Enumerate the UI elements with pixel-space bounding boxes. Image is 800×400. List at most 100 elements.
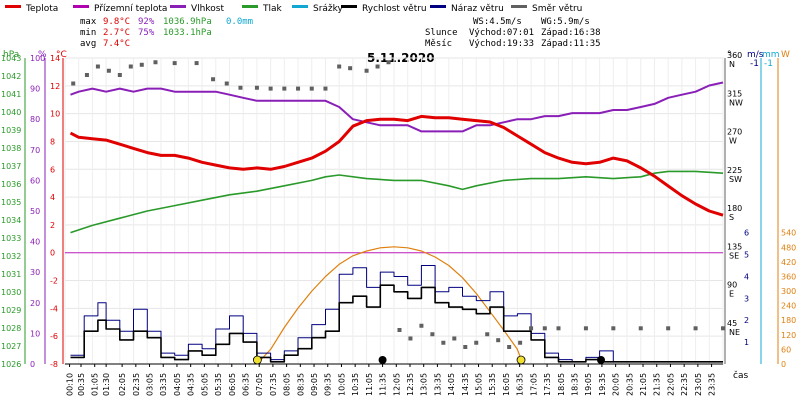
wind-dir-point (408, 336, 413, 341)
hpa-tick-label: 1042 (1, 72, 21, 81)
time-tick-label: 18:05 (557, 373, 566, 396)
dir-tick-label: 180 (727, 204, 742, 213)
stats-rain-total: 0.0mm (226, 17, 253, 27)
temp-tick-label: 12 (50, 82, 60, 91)
series-line-vlhkost (70, 81, 724, 133)
axes: 1043104210411040103910381037103610351034… (1, 51, 796, 396)
legend-label-6: Náraz větru (451, 4, 504, 14)
legend: Teplota Přízemní teplota Vlhkost Tlak Srážky… (5, 4, 582, 14)
wind-dir-point (638, 326, 643, 331)
dir-tick-label: 225 (727, 166, 742, 175)
time-tick-label: 11:05 (365, 373, 374, 396)
wind-dir-point (419, 323, 424, 328)
wind-dir-point (397, 328, 402, 332)
wind-dir-point (485, 332, 490, 337)
legend-label-1: Přízemní teplota (94, 4, 167, 14)
time-tick-label: 13:35 (433, 373, 442, 396)
dir-cardinal-label: E (729, 290, 734, 299)
wind-dir-point (309, 86, 314, 91)
pct-tick-label: 50 (30, 207, 40, 216)
time-tick-label: 06:05 (228, 373, 237, 396)
solar-tick-label: 300 (781, 287, 796, 296)
temp-tick-label: 0 (50, 249, 55, 258)
wind-dir-point (430, 332, 435, 337)
solar-tick-label: 120 (781, 331, 796, 340)
wind-dir-point (556, 326, 561, 331)
wind-dir-point (542, 326, 547, 331)
time-tick-label: 17:35 (543, 373, 552, 396)
hpa-tick-label: 1040 (1, 108, 21, 117)
wind-dir-point (106, 68, 111, 73)
time-axis-label: čas (733, 370, 748, 381)
wind-dir-point (337, 64, 342, 69)
unit-ms-small: -1 (750, 59, 759, 69)
time-tick-label: 04:35 (187, 373, 196, 396)
series-line-tlak (70, 170, 724, 234)
pct-tick-label: 60 (30, 176, 40, 185)
wind-dir-point (224, 81, 229, 86)
series-line-solar (256, 246, 524, 365)
time-tick-label: 15:35 (488, 373, 497, 396)
time-tick-label: 19:35 (598, 373, 607, 396)
stats-max-hum: 92% (138, 17, 155, 27)
temp-tick-label: 6 (50, 165, 55, 174)
hpa-tick-label: 1037 (1, 162, 21, 171)
time-tick-label: 11:35 (379, 373, 388, 396)
hpa-tick-label: 1043 (1, 54, 21, 63)
time-tick-label: 16:35 (516, 373, 525, 396)
dir-cardinal-label: NE (729, 328, 740, 337)
wind-dir-point (117, 73, 122, 77)
hpa-tick-label: 1028 (1, 324, 21, 333)
time-tick-label: 05:35 (214, 373, 223, 396)
wind-dir-point (611, 326, 616, 331)
wind-dir-point (95, 64, 100, 69)
temp-tick-label: 10 (50, 110, 60, 119)
series-line-teplota (69, 114, 724, 217)
wind-dir-point (364, 68, 369, 73)
axis-unit-headers: hPa % °C ° m/s mm W -1 -1 čas (3, 50, 790, 381)
pct-tick-label: 30 (30, 268, 40, 277)
pct-tick-label: 90 (30, 85, 40, 94)
pct-tick-label: 20 (30, 299, 40, 308)
wind-dir-point (496, 338, 501, 343)
wind-dir-point (172, 61, 177, 66)
pct-tick-label: 70 (30, 146, 40, 155)
wind-dir-point (254, 85, 259, 90)
legend-label-5: Rychlost větru (362, 4, 427, 14)
wind-dir-point (518, 340, 523, 345)
legend-swatch-3 (242, 5, 258, 8)
sunset-marker (516, 355, 526, 365)
unit-degc: °C (56, 50, 67, 60)
hpa-tick-label: 1035 (1, 198, 21, 207)
wind-dir-point (323, 86, 328, 91)
solar-tick-label: 180 (781, 316, 796, 325)
wind-tick-label: 3 (744, 294, 749, 303)
time-tick-label: 05:05 (200, 373, 209, 396)
legend-label-3: Tlak (262, 4, 283, 14)
time-tick-label: 13:05 (420, 373, 429, 396)
moon-set: Západ:11:35 (541, 39, 601, 49)
time-tick-label: 01:05 (91, 373, 100, 396)
stats-min-press: 1033.1hPa (163, 28, 212, 38)
dir-tick-label: 270 (727, 128, 742, 137)
wind-dir-point (583, 326, 588, 331)
time-tick-label: 00:35 (77, 373, 86, 396)
wind-dir-point (452, 336, 457, 341)
wind-wg: WG:5.9m/s (541, 17, 590, 27)
time-tick-label: 03:35 (159, 373, 168, 396)
stats-min-label: min (80, 28, 96, 38)
wind-dir-point (386, 60, 391, 65)
time-tick-label: 19:05 (584, 373, 593, 396)
sun-rise: Východ:07:01 (469, 28, 534, 38)
legend-swatch-7 (511, 5, 527, 8)
time-tick-label: 09:05 (310, 373, 319, 396)
stats-avg-temp: 7.4°C (103, 39, 130, 49)
dir-tick-label: 135 (727, 242, 742, 251)
wind-dir-point (71, 81, 76, 86)
time-tick-label: 01:30 (102, 373, 111, 396)
dir-tick-label: 90 (727, 281, 737, 290)
unit-pct: % (38, 50, 47, 60)
dir-tick-label: 360 (727, 51, 742, 60)
wind-dir-point (693, 326, 698, 331)
time-tick-label: 14:35 (461, 373, 470, 396)
